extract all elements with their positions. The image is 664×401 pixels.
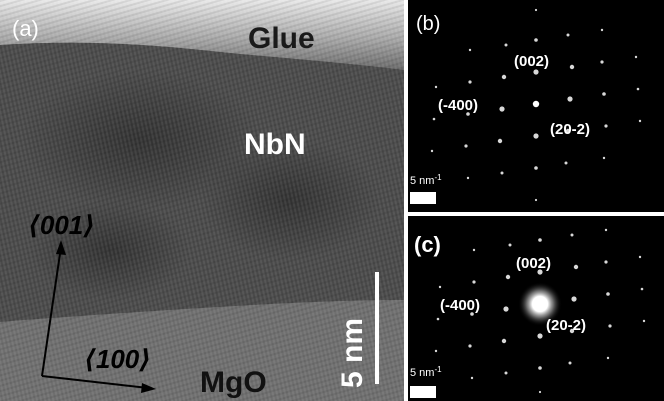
- scale-bar-unit-exp-b: -1: [434, 173, 442, 182]
- diffraction-spots-b: [430, 8, 642, 202]
- spot-label-002-b: (002): [514, 53, 549, 70]
- spot-label-002-c: (002): [516, 255, 551, 272]
- panel-a-label: (a): [12, 16, 39, 41]
- spot-label-400-b: (-400): [438, 97, 478, 114]
- diffraction-panel-c: (c) (002) (-400) (20-2) 5 nm-1: [408, 216, 664, 401]
- axis-001-label: ⟨001⟩: [28, 210, 95, 240]
- crystal-axes: [41, 240, 156, 393]
- nbn-layer-label: NbN: [244, 128, 306, 161]
- diffraction-pattern-b: (b) (002) (-400) (20-2) 5 nm-1: [408, 0, 664, 212]
- scale-bar-b: [410, 192, 436, 204]
- scale-bar-unit-exp-c: -1: [434, 365, 442, 374]
- axis-100-label: ⟨100⟩: [84, 344, 151, 374]
- scale-bar-label-b: 5 nm-1: [410, 173, 442, 187]
- central-beam: [518, 282, 562, 326]
- hrtem-image: (a) Glue NbN MgO ⟨001⟩ ⟨100⟩ 5 nm: [0, 0, 404, 401]
- scale-bar-c: [410, 386, 436, 398]
- mgo-layer-label: MgO: [200, 366, 267, 399]
- scale-bar-label: 5 nm: [336, 318, 369, 388]
- spot-label-20-2-b: (20-2): [550, 121, 590, 138]
- diffraction-pattern-c: (c) (002) (-400) (20-2) 5 nm-1: [408, 216, 664, 401]
- scale-bar-value-c: 5 nm: [410, 367, 434, 379]
- glue-layer-label: Glue: [248, 22, 315, 55]
- spot-label-20-2-c: (20-2): [546, 317, 586, 334]
- spot-label-400-c: (-400): [440, 297, 480, 314]
- diffraction-panel-b: (b) (002) (-400) (20-2) 5 nm-1: [408, 0, 664, 212]
- scale-bar-value-b: 5 nm: [410, 175, 434, 187]
- hrtem-image-panel: (a) Glue NbN MgO ⟨001⟩ ⟨100⟩ 5 nm: [0, 0, 404, 401]
- panel-c-label: (c): [414, 232, 441, 257]
- diffraction-spots-c: [434, 228, 646, 394]
- panel-b-label: (b): [416, 13, 440, 35]
- scale-bar-label-c: 5 nm-1: [410, 365, 442, 379]
